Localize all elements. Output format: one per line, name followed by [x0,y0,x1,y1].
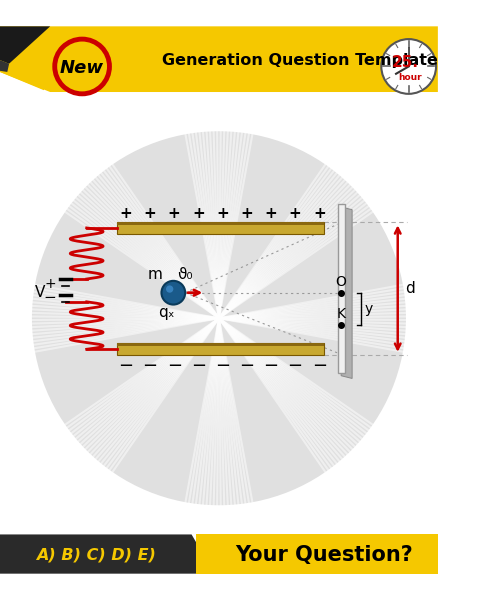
Text: V: V [35,285,45,300]
Text: +: + [240,206,253,221]
Text: Generation Question Template: Generation Question Template [162,53,438,68]
Text: y: y [365,302,373,316]
Text: O: O [336,275,347,289]
Text: +: + [144,206,156,221]
Text: K: K [336,307,346,320]
Text: d: d [405,281,415,296]
Text: +: + [264,206,277,221]
Text: +: + [313,206,325,221]
Polygon shape [0,26,438,92]
Text: −: − [143,356,157,374]
Bar [117,343,324,355]
Text: +: + [168,206,180,221]
Polygon shape [0,26,50,72]
Bar [196,535,438,574]
Text: A) B) C) D) E): A) B) C) D) E) [36,548,156,563]
Text: +: + [192,206,205,221]
Text: ϑ₀: ϑ₀ [178,267,193,282]
Circle shape [161,281,185,305]
Circle shape [55,39,109,94]
Circle shape [32,131,406,505]
Bar [117,223,324,225]
Text: −: − [264,356,278,374]
Bar [117,343,324,346]
Text: −: − [119,356,133,374]
Polygon shape [0,58,9,72]
Text: +: + [120,206,132,221]
Text: Your Question?: Your Question? [235,545,413,565]
Text: +: + [289,206,301,221]
Text: hour: hour [399,73,422,82]
Text: −: − [167,356,182,374]
Text: −: − [239,356,254,374]
Text: −: − [312,356,327,374]
Text: −: − [44,290,57,305]
Text: qₓ: qₓ [158,305,174,320]
Circle shape [166,286,173,293]
Text: +: + [216,206,229,221]
Bar [337,204,345,373]
Polygon shape [341,207,352,379]
Circle shape [381,39,436,94]
Polygon shape [0,58,48,90]
Text: −: − [288,356,303,374]
Bar [117,223,324,235]
Text: +: + [44,277,56,290]
Text: −: − [191,356,206,374]
Text: m: m [148,267,163,282]
Text: −: − [215,356,230,374]
Polygon shape [0,535,215,574]
Text: 25.: 25. [392,55,419,70]
Text: New: New [60,59,104,77]
